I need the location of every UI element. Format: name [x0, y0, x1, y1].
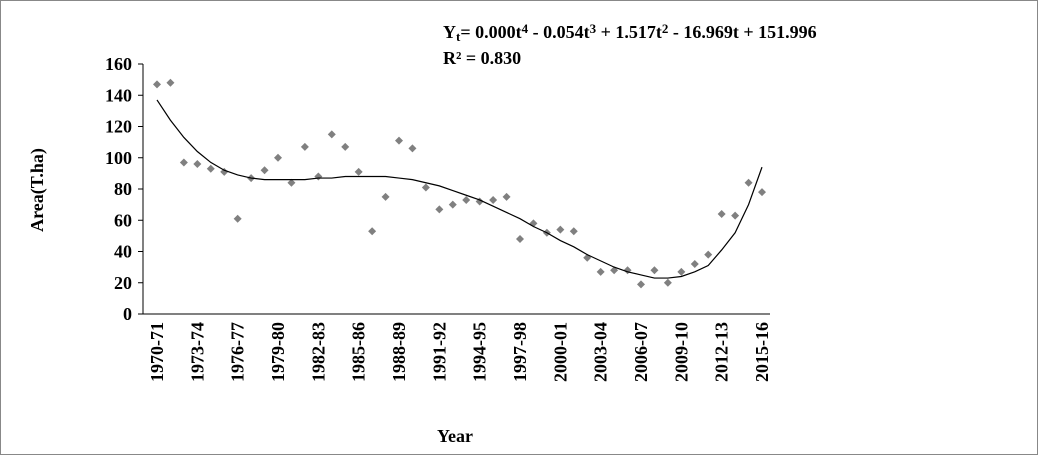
equation-part: - 16.969t + 151.996 — [668, 22, 816, 42]
y-tick-label: 160 — [105, 54, 132, 74]
data-point — [153, 80, 161, 89]
x-tick-label: 1979-80 — [268, 322, 288, 382]
r-squared: R² = 0.830 — [443, 48, 521, 68]
equation-part: - 0.054t — [528, 22, 590, 42]
x-tick-label: 2006-07 — [631, 322, 651, 382]
x-tick-label: 2003-04 — [591, 322, 611, 382]
data-point — [395, 136, 403, 145]
data-point — [663, 278, 672, 287]
data-point — [220, 167, 229, 176]
data-point — [435, 205, 444, 214]
x-tick-label: 1991-92 — [429, 322, 449, 382]
y-tick-label: 80 — [114, 179, 132, 199]
data-point — [717, 210, 726, 218]
x-tick-label: 1997-98 — [510, 322, 530, 382]
data-point — [381, 192, 390, 201]
data-point — [408, 144, 417, 153]
data-point — [731, 211, 740, 220]
y-tick-label: 60 — [114, 210, 132, 230]
data-point — [368, 227, 377, 236]
x-axis-label: Year — [437, 426, 473, 446]
data-point — [650, 266, 659, 275]
data-point — [448, 200, 457, 209]
data-point — [166, 78, 175, 87]
equation-part: + 1.517t — [596, 22, 662, 42]
data-point — [193, 160, 202, 168]
x-tick-label: 1988-89 — [389, 322, 409, 382]
x-tick-label: 1985-86 — [349, 322, 369, 382]
data-point — [516, 235, 524, 243]
equation-part: 3 — [590, 21, 597, 36]
data-point — [569, 227, 578, 236]
x-tick-label: 1970-71 — [147, 322, 167, 382]
data-point — [502, 192, 511, 201]
data-point — [354, 167, 363, 176]
x-tick-label: 1973-74 — [187, 322, 207, 382]
y-axis-label: Area(T.ha) — [27, 148, 48, 232]
data-point — [489, 195, 498, 204]
equation-part: 2 — [662, 21, 669, 36]
data-point — [690, 260, 699, 268]
equation-part: 4 — [522, 21, 529, 36]
data-point — [206, 164, 215, 173]
x-tick-label: 2000-01 — [550, 322, 570, 382]
data-point — [233, 214, 242, 223]
data-point — [274, 153, 282, 162]
data-point — [556, 225, 565, 234]
data-point — [462, 195, 471, 204]
y-tick-label: 40 — [114, 242, 132, 262]
trend-line — [156, 99, 763, 279]
x-tick-label: 1976-77 — [228, 322, 248, 382]
data-point — [744, 178, 753, 187]
y-tick-label: 20 — [114, 273, 132, 293]
x-tick-label: 2015-16 — [752, 322, 772, 382]
data-point — [287, 178, 296, 187]
equation-part: t — [456, 29, 461, 44]
x-tick-label: 1994-95 — [470, 322, 490, 382]
data-point — [704, 250, 713, 259]
equation-part: = 0.000t — [460, 22, 521, 42]
data-point — [341, 142, 350, 151]
data-point — [327, 130, 336, 139]
data-point — [421, 183, 430, 192]
data-point — [260, 166, 269, 175]
data-point — [758, 188, 766, 197]
y-tick-label: 140 — [105, 85, 132, 105]
x-tick-label: 1982-83 — [308, 322, 328, 382]
equation-part: Y — [443, 22, 456, 42]
data-point — [637, 280, 645, 289]
data-point — [677, 267, 686, 276]
y-tick-label: 0 — [123, 304, 132, 324]
x-tick-label: 2012-13 — [712, 322, 732, 382]
data-point — [596, 267, 605, 276]
x-tick-label: 2009-10 — [671, 322, 691, 382]
equation: Yt= 0.000t4 - 0.054t3 + 1.517t2 - 16.969… — [443, 21, 817, 44]
y-tick-label: 100 — [105, 148, 132, 168]
data-point — [300, 142, 309, 151]
data-point — [179, 158, 188, 167]
y-tick-label: 120 — [105, 117, 132, 137]
